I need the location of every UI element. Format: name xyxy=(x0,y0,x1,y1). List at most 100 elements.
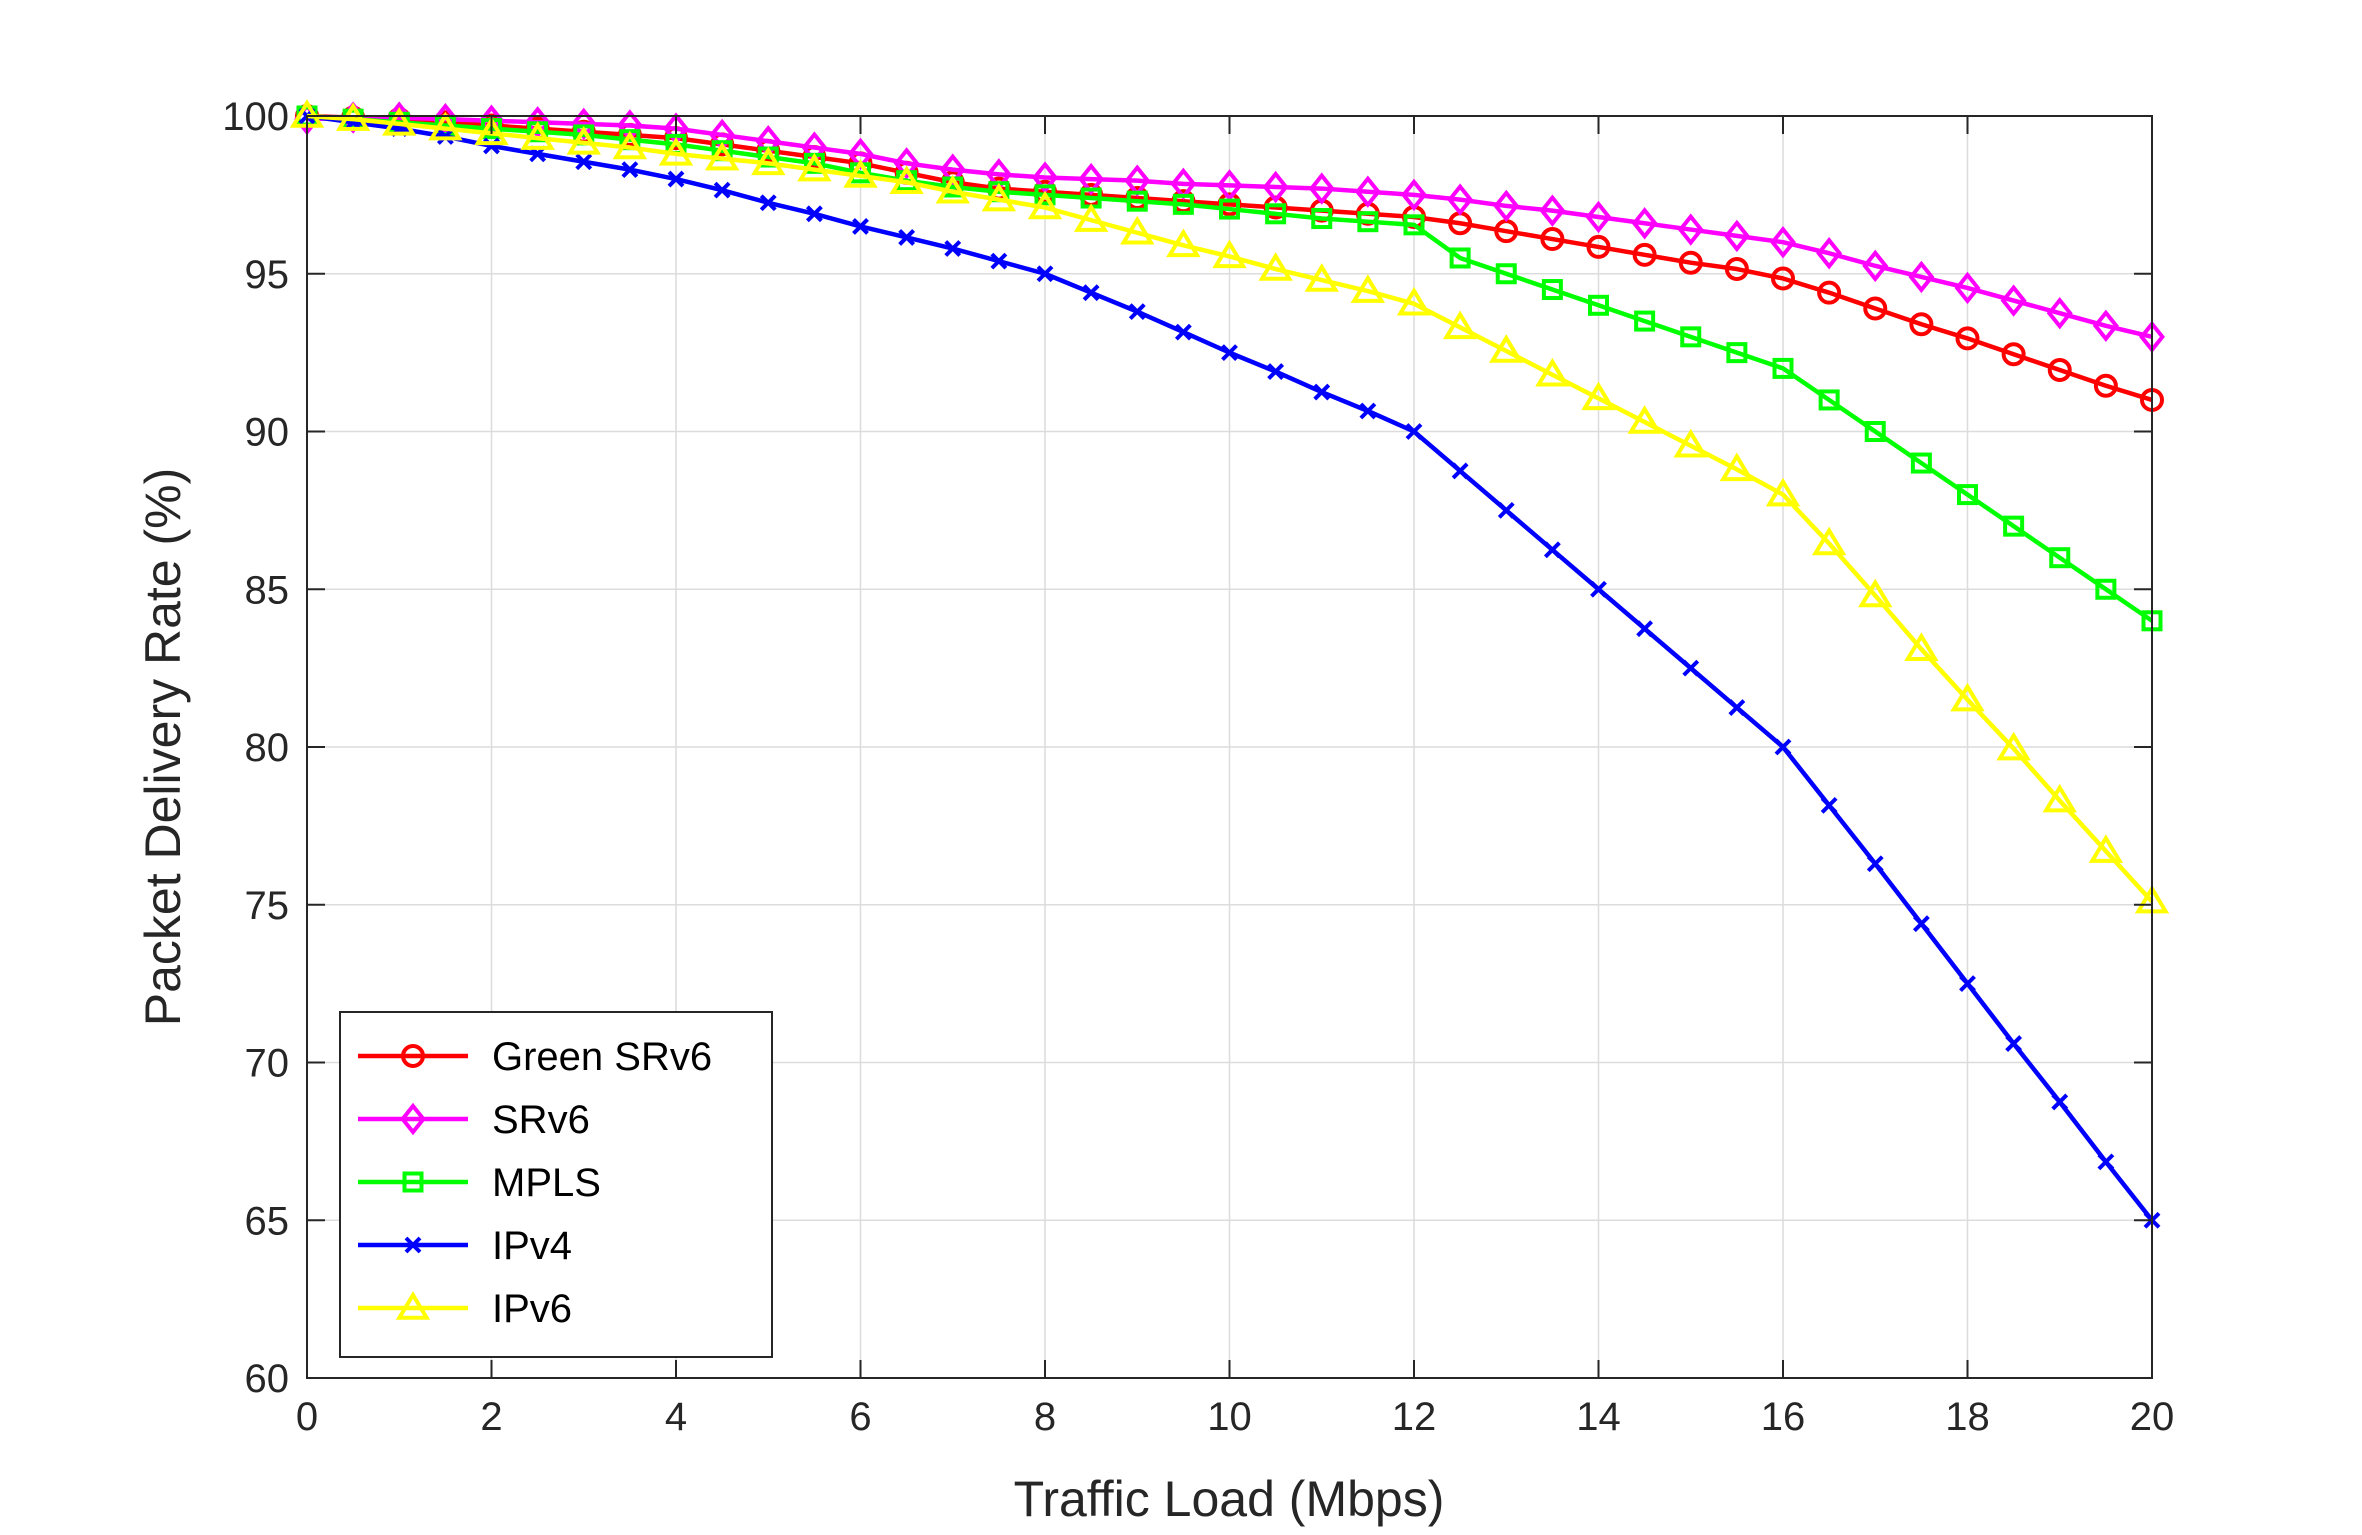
data-point-ipv6 xyxy=(843,159,878,188)
legend-label: MPLS xyxy=(492,1161,601,1205)
data-point-ipv4 xyxy=(852,218,869,235)
data-point-ipv6 xyxy=(566,125,601,155)
data-point-ipv4 xyxy=(1082,284,1100,302)
data-point-mpls xyxy=(2095,578,2117,600)
data-point-ipv6 xyxy=(2088,834,2124,863)
data-point-ipv4 xyxy=(667,170,685,188)
legend-marker xyxy=(395,1291,431,1320)
data-point-ipv6 xyxy=(1673,428,1708,458)
x-tick-label: 12 xyxy=(1392,1395,1437,1439)
data-point-ipv6 xyxy=(1166,228,1201,258)
data-point-mpls xyxy=(1680,326,1702,348)
series-line-ipv6 xyxy=(306,113,2154,904)
data-point-ipv6 xyxy=(1258,252,1293,281)
data-point-ipv6 xyxy=(1858,578,1893,608)
data-point-ipv4 xyxy=(1590,580,1607,598)
data-point-mpls xyxy=(1403,214,1425,236)
axis-ticks: 0 2 4 6 8 10 12 14 16 18 20 60 65 70 75 80 85 90 95 100 xyxy=(222,95,2174,1439)
series-line-srv6 xyxy=(306,115,2153,340)
x-tick-label: 8 xyxy=(1034,1395,1056,1439)
data-point-green-srv6 xyxy=(2047,357,2072,382)
legend-marker xyxy=(401,1044,425,1068)
data-point-green-srv6 xyxy=(1771,266,1795,291)
data-point-ipv6 xyxy=(981,182,1017,212)
data-point-ipv6 xyxy=(1120,215,1155,245)
data-point-green-srv6 xyxy=(1955,326,1980,351)
data-point-green-srv6 xyxy=(1863,296,1888,321)
data-point-ipv4 xyxy=(1405,423,1423,440)
y-tick-label: 90 xyxy=(245,411,290,455)
data-point-ipv4 xyxy=(1267,363,1285,380)
data-point-ipv4 xyxy=(575,153,593,171)
y-tick-label: 95 xyxy=(245,253,290,297)
x-tick-label: 4 xyxy=(665,1395,687,1439)
x-tick-label: 2 xyxy=(480,1395,502,1439)
data-point-green-srv6 xyxy=(2093,373,2118,398)
data-point-ipv4 xyxy=(2005,1035,2023,1052)
data-point-ipv6 xyxy=(935,174,970,204)
series-line-mpls xyxy=(306,113,2154,623)
data-point-ipv6 xyxy=(1212,239,1247,269)
data-point-ipv6 xyxy=(1350,274,1386,303)
data-point-ipv4 xyxy=(1128,303,1146,321)
data-point-srv6 xyxy=(1677,213,1704,246)
data-point-ipv4 xyxy=(713,181,731,199)
data-point-ipv6 xyxy=(335,102,371,131)
data-point-ipv6 xyxy=(382,107,417,136)
series-line-green-srv6 xyxy=(306,113,2153,403)
data-point-srv6 xyxy=(1862,249,1889,283)
series-ipv6 xyxy=(289,99,2170,914)
x-tick-label: 14 xyxy=(1576,1395,1621,1439)
legend-label: Green SRv6 xyxy=(492,1035,712,1079)
data-point-ipv4 xyxy=(805,205,823,223)
data-point-ipv4 xyxy=(1359,402,1377,420)
data-point-srv6 xyxy=(2000,284,2027,317)
data-point-srv6 xyxy=(801,131,828,164)
data-point-ipv6 xyxy=(520,121,555,150)
data-point-ipv6 xyxy=(1950,682,1985,712)
x-tick-label: 6 xyxy=(849,1395,871,1439)
data-point-green-srv6 xyxy=(1817,280,1842,305)
data-point-srv6 xyxy=(1631,207,1658,240)
data-point-ipv6 xyxy=(428,111,463,141)
data-point-srv6 xyxy=(1908,260,1935,294)
series-layer xyxy=(289,99,2170,1229)
data-point-mpls xyxy=(1172,193,1194,215)
data-point-srv6 xyxy=(1816,237,1843,270)
legend-item-green-srv6: Green SRv6 xyxy=(358,1035,712,1079)
data-point-ipv4 xyxy=(1313,383,1331,401)
data-point-ipv4 xyxy=(759,194,777,212)
legend: Green SRv6 SRv6 MPLS IPv4 IPv6 xyxy=(339,1011,773,1358)
data-point-ipv6 xyxy=(1765,477,1801,507)
data-point-mpls xyxy=(1034,184,1056,206)
data-point-ipv6 xyxy=(1535,357,1570,387)
data-point-mpls xyxy=(1588,294,1609,316)
data-point-srv6 xyxy=(1493,189,1520,223)
x-tick-label: 20 xyxy=(2130,1395,2175,1439)
y-tick-label: 70 xyxy=(245,1042,290,1086)
data-point-ipv6 xyxy=(1996,731,2031,761)
data-point-mpls xyxy=(1910,452,1932,474)
data-point-mpls xyxy=(1864,421,1886,442)
series-ipv4 xyxy=(298,107,2161,1229)
data-point-ipv6 xyxy=(1811,526,1847,556)
data-point-mpls xyxy=(1818,389,1840,411)
data-point-ipv6 xyxy=(658,136,694,166)
y-axis-label: Packet Delivery Rate (%) xyxy=(135,468,191,1027)
data-point-ipv4 xyxy=(1221,344,1238,362)
data-point-ipv4 xyxy=(2097,1153,2115,1171)
data-point-ipv6 xyxy=(1027,190,1063,220)
data-point-srv6 xyxy=(1078,162,1105,196)
data-point-ipv6 xyxy=(1627,405,1662,434)
data-point-srv6 xyxy=(2092,309,2119,343)
data-point-ipv4 xyxy=(2051,1093,2069,1111)
x-tick-label: 10 xyxy=(1207,1395,1252,1439)
data-point-ipv6 xyxy=(1396,286,1432,316)
y-tick-label: 85 xyxy=(245,568,290,612)
legend-marker xyxy=(404,1236,422,1254)
data-point-mpls xyxy=(1449,247,1471,269)
legend-label: IPv6 xyxy=(492,1287,572,1331)
x-tick-label: 18 xyxy=(1945,1395,1990,1439)
legend-item-mpls: MPLS xyxy=(358,1161,601,1205)
